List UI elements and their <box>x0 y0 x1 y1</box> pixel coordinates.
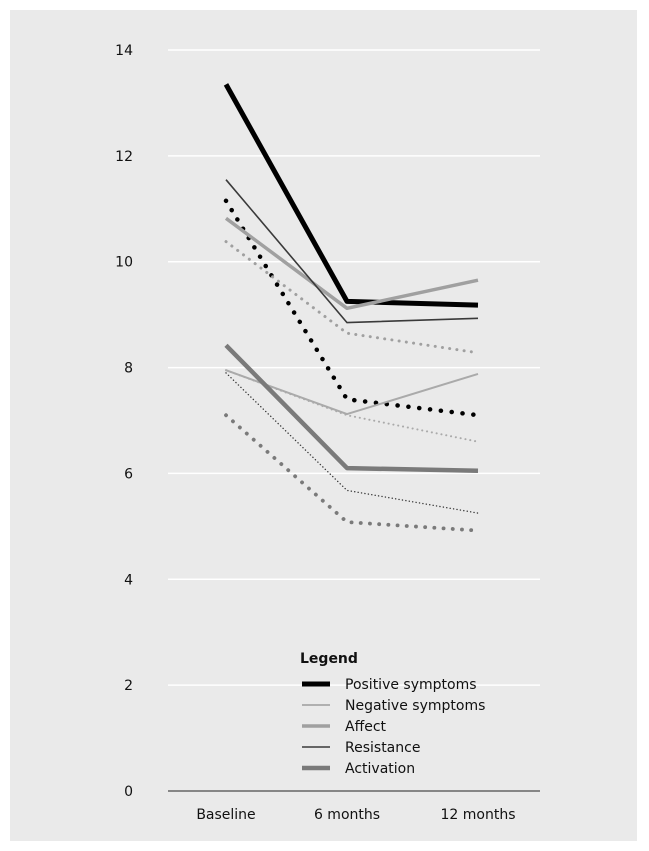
x-tick-label: Baseline <box>196 807 255 823</box>
series-line-dotted <box>225 372 479 514</box>
y-tick-label: 6 <box>124 466 133 482</box>
legend-label: Activation <box>345 761 415 777</box>
series-line <box>223 83 479 308</box>
axes: 0 2 4 6 8 10 12 14 Baseline 6 months 12 months <box>115 43 540 823</box>
x-tick-label: 12 months <box>441 807 516 823</box>
legend: Legend Positive symptoms Negative symptom… <box>300 651 485 777</box>
y-tick-label: 14 <box>115 43 133 59</box>
series-line <box>224 343 479 474</box>
y-tick-label: 12 <box>115 149 133 165</box>
series-line <box>225 369 479 416</box>
series-line <box>225 179 479 324</box>
chart-panel <box>10 10 637 841</box>
x-tick-label: 6 months <box>314 807 380 823</box>
legend-title: Legend <box>300 651 358 667</box>
series-line-dotted <box>223 198 481 418</box>
series-line <box>224 216 479 311</box>
legend-label: Affect <box>345 719 387 735</box>
y-tick-label: 4 <box>124 572 133 588</box>
gridlines <box>168 49 540 686</box>
legend-label: Negative symptoms <box>345 698 485 714</box>
series-line-dotted <box>224 240 480 355</box>
y-tick-label: 8 <box>124 361 133 377</box>
y-tick-label: 2 <box>124 678 133 694</box>
y-tick-label: 0 <box>124 784 133 800</box>
legend-label: Resistance <box>345 740 420 756</box>
legend-label: Positive symptoms <box>345 677 477 693</box>
series-line-dotted <box>224 413 480 533</box>
series-lines <box>223 83 481 533</box>
y-tick-label: 10 <box>115 255 133 271</box>
